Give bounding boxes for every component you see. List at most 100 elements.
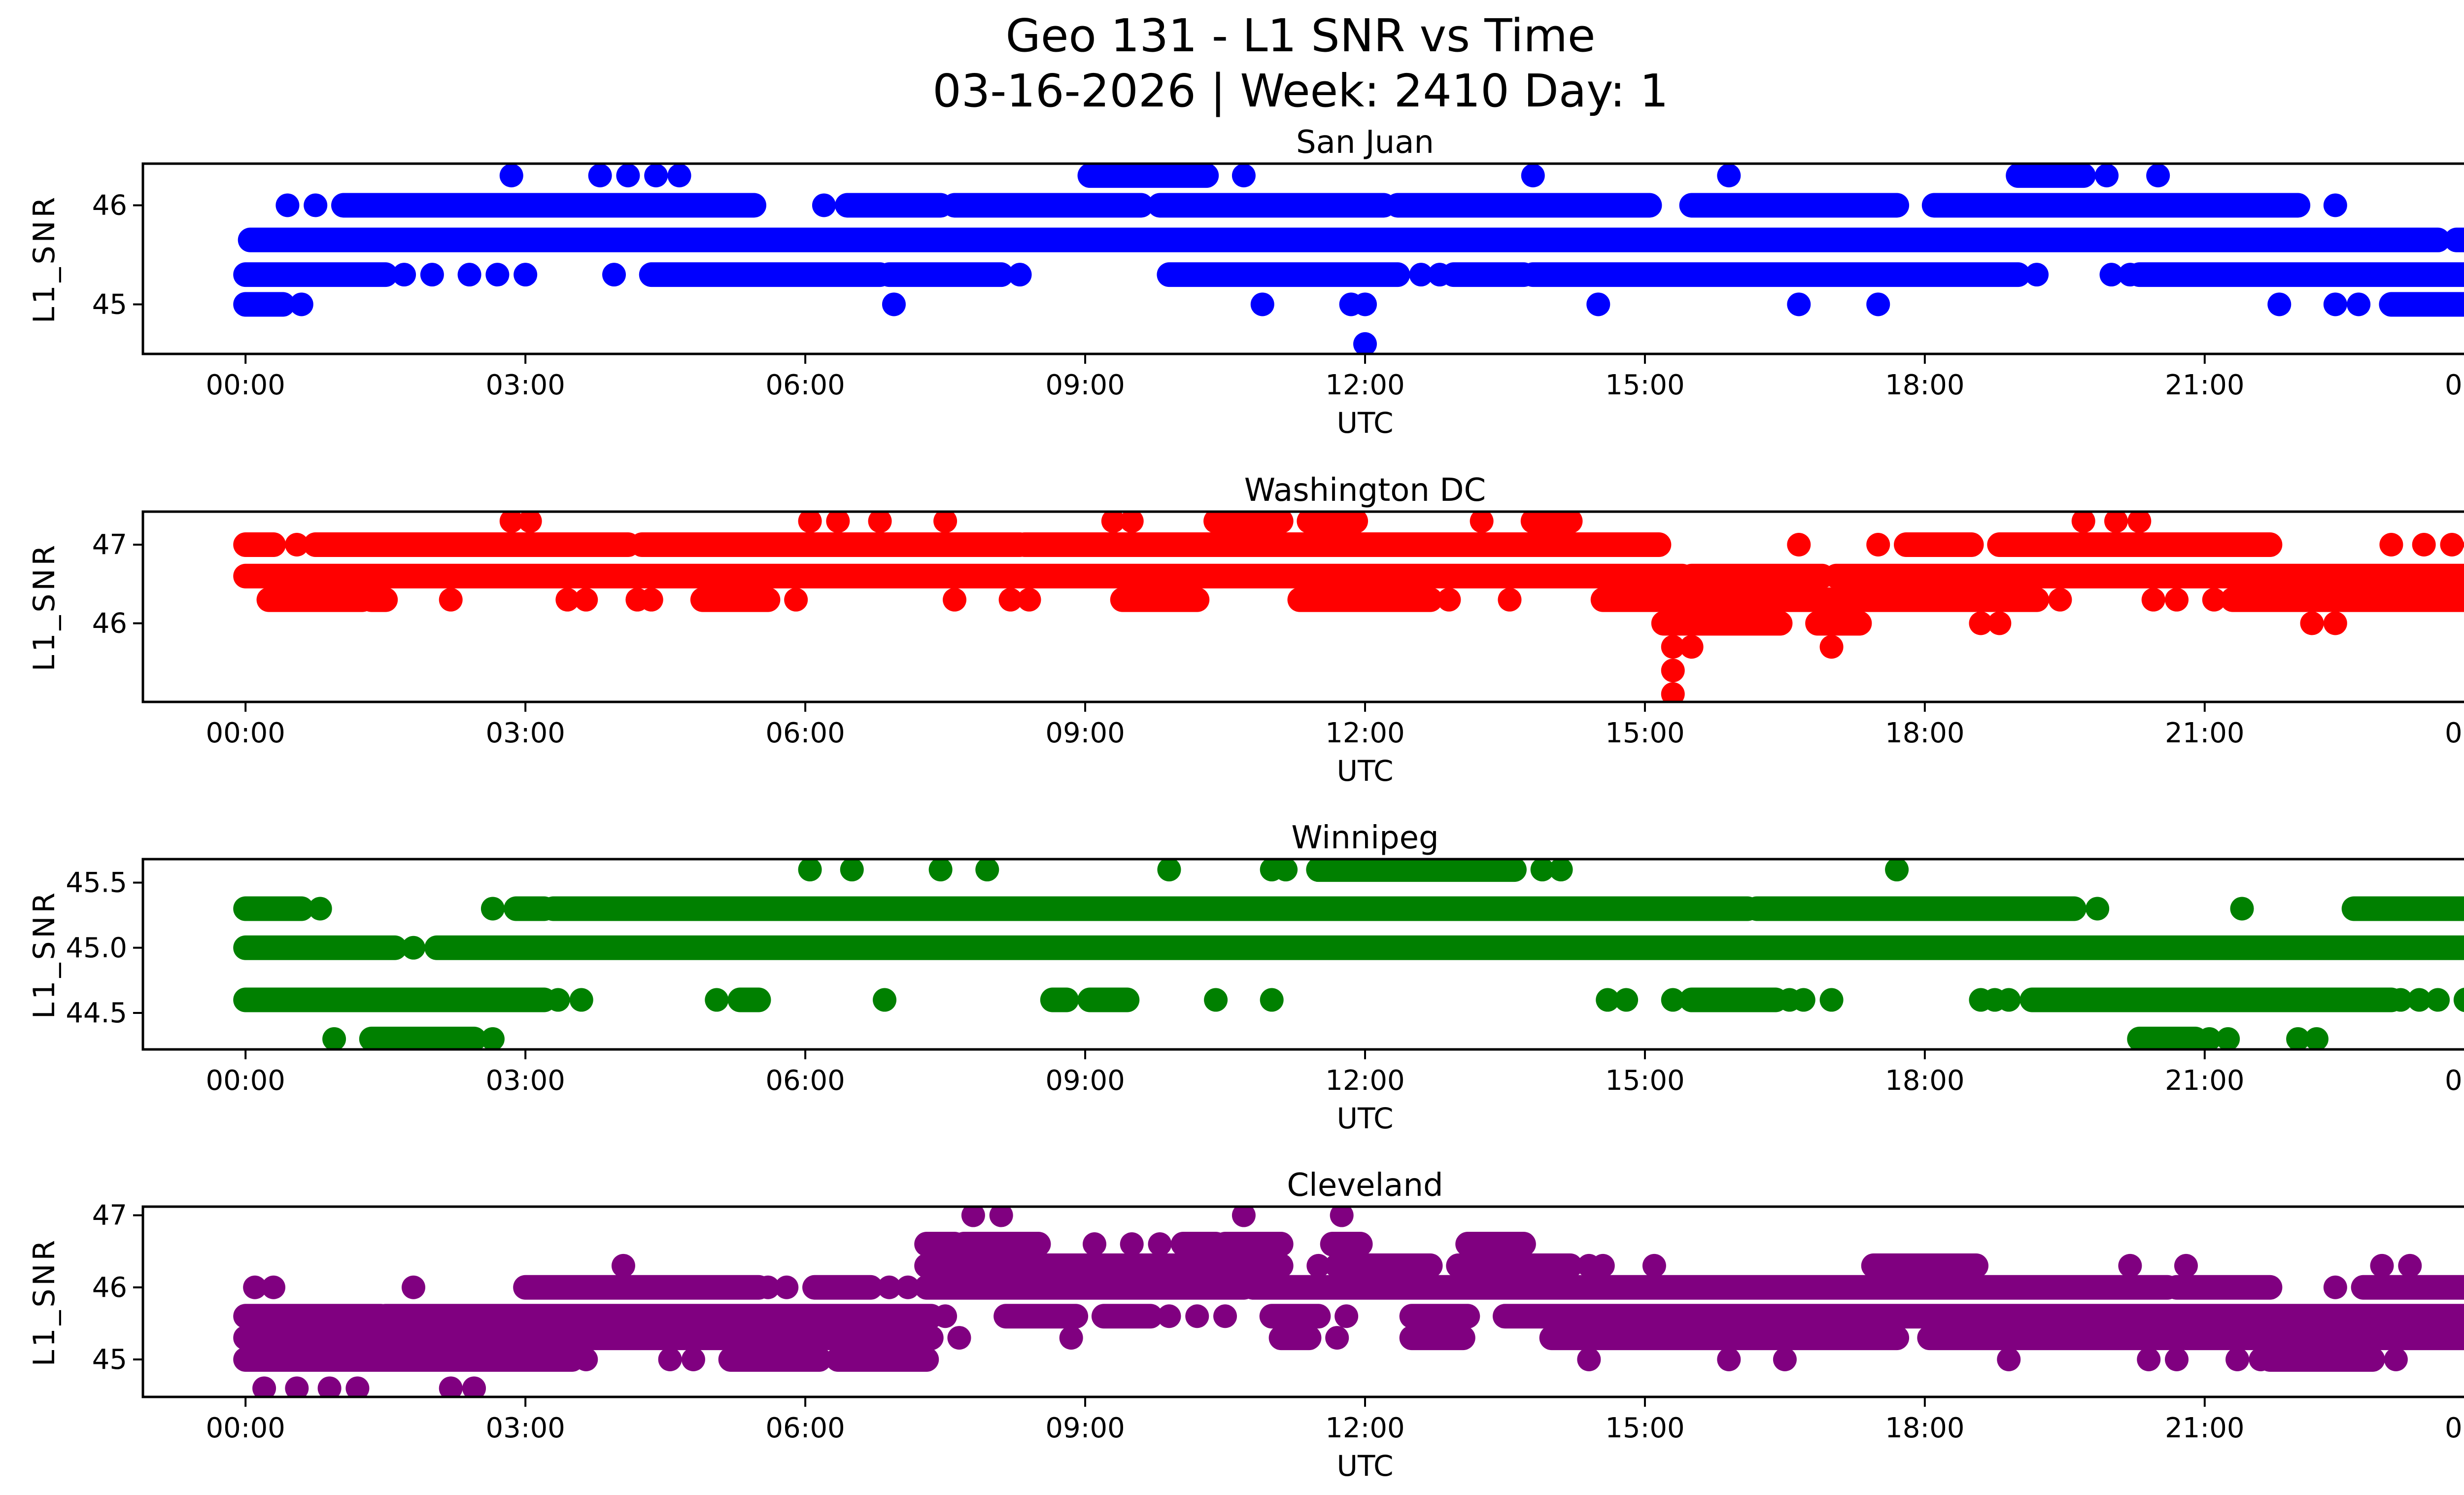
scatter-point <box>1997 988 2021 1012</box>
scatter-point <box>1274 859 1298 882</box>
scatter-point <box>1791 988 1815 1012</box>
scatter-point <box>2071 512 2095 533</box>
scatter-point <box>392 263 416 287</box>
x-tick-label: 00:00 <box>2445 717 2464 749</box>
scatter-point <box>1353 292 1377 316</box>
scatter-point <box>1885 859 1909 882</box>
x-tick-label: 18:00 <box>1885 369 1964 401</box>
scatter-point <box>2197 1027 2222 1049</box>
x-tick-label: 00:00 <box>206 1412 285 1444</box>
scatter-point <box>1614 988 1639 1012</box>
scatter-point <box>1260 988 1284 1012</box>
x-tick-label: 12:00 <box>1325 1412 1404 1444</box>
scatter-point <box>2398 1253 2422 1278</box>
x-tick-label: 15:00 <box>1605 369 1684 401</box>
scatter-point <box>2025 263 2049 287</box>
y-tick-label: 45.5 <box>66 867 127 899</box>
y-tick-label: 46 <box>92 608 127 640</box>
scatter-point <box>2267 292 2292 316</box>
x-tick-label: 21:00 <box>2165 1065 2244 1097</box>
x-tick-label: 21:00 <box>2165 369 2244 401</box>
scatter-point <box>2146 164 2170 188</box>
scatter-point <box>1866 532 1890 556</box>
scatter-point <box>2086 897 2110 921</box>
scatter-point <box>616 164 640 188</box>
scatter-point <box>882 292 906 316</box>
x-tick-label: 03:00 <box>485 369 565 401</box>
x-tick-label: 00:00 <box>2445 369 2464 401</box>
scatter-point <box>961 1207 985 1227</box>
scatter-point <box>1773 1347 1797 1371</box>
scatter-point <box>989 1207 1013 1227</box>
scatter-point <box>2216 1027 2240 1049</box>
scatter-point <box>513 263 538 287</box>
scatter-point <box>2174 1253 2198 1278</box>
scatter-point <box>868 512 892 533</box>
x-tick-label: 00:00 <box>206 717 285 749</box>
scatter-point <box>480 897 505 921</box>
scatter-point <box>1335 1304 1359 1328</box>
scatter-point <box>2225 1347 2250 1371</box>
scatter-point <box>2412 532 2436 556</box>
y-tick-label: 46 <box>92 189 127 221</box>
scatter-point <box>1409 263 1433 287</box>
scatter-point <box>784 588 808 612</box>
scatter-point <box>1596 988 1620 1012</box>
scatter-point <box>1059 1326 1083 1350</box>
x-tick-label: 15:00 <box>1605 1065 1684 1097</box>
scatter-point <box>402 1275 426 1299</box>
y-axis-label: L1_SNR <box>27 890 62 1019</box>
scatter-point <box>2379 532 2403 556</box>
scatter-point <box>2137 1347 2161 1371</box>
scatter-point <box>1577 1347 1601 1371</box>
scatter-point <box>1717 1347 1741 1371</box>
scatter-point <box>1250 292 1274 316</box>
scatter-point <box>1717 164 1741 188</box>
scatter-point <box>1232 164 1256 188</box>
scatter-point <box>1330 1207 1354 1227</box>
scatter-point <box>667 164 691 188</box>
scatter-point <box>499 512 523 533</box>
scatter-point <box>756 1275 780 1299</box>
scatter-point <box>480 1027 505 1049</box>
scatter-series-group <box>233 859 2464 1049</box>
scatter-point <box>947 1326 971 1350</box>
scatter-point <box>933 1304 958 1328</box>
scatter-point <box>457 263 481 287</box>
y-axis-label: L1_SNR <box>27 194 62 323</box>
scatter-point <box>1120 512 1144 533</box>
scatter-point <box>1148 1232 1172 1256</box>
scatter-point <box>1549 859 1573 882</box>
scatter-point <box>1987 611 2012 635</box>
scatter-point <box>873 988 897 1012</box>
scatter-point <box>1530 859 1554 882</box>
y-tick-label: 45 <box>92 1344 127 1376</box>
subplot-winnipeg: Winnipeg 44.5 45.0 45.5L1_SNR 00:00 03:00 06:0… <box>27 820 2464 1135</box>
scatter-point <box>1521 164 1545 188</box>
scatter-point <box>2304 1027 2328 1049</box>
scatter-point <box>775 1275 799 1299</box>
subplot-title: Winnipeg <box>1291 820 1438 856</box>
scatter-point <box>681 1347 705 1371</box>
x-tick-label: 15:00 <box>1605 1412 1684 1444</box>
scatter-point <box>1997 1347 2021 1371</box>
scatter-point <box>546 988 570 1012</box>
subplot-cleveland: Cleveland 45 46 47 L1_SNR 00:00 03:00 06:00 09:0… <box>27 1167 2464 1483</box>
x-tick-label: 09:00 <box>1045 1412 1125 1444</box>
scatter-point <box>420 263 444 287</box>
x-tick-label: 12:00 <box>1325 369 1404 401</box>
x-tick-label: 21:00 <box>2165 1412 2244 1444</box>
scatter-series-group <box>233 1207 2464 1397</box>
scatter-point <box>2323 292 2347 316</box>
scatter-point <box>2389 988 2413 1012</box>
scatter-point <box>1819 635 1844 659</box>
scatter-point <box>2426 988 2450 1012</box>
scatter-point <box>588 164 612 188</box>
scatter-point <box>462 1376 486 1397</box>
scatter-point <box>485 263 510 287</box>
subplot-title: San Juan <box>1296 124 1434 161</box>
scatter-point <box>2323 193 2347 217</box>
scatter-point <box>896 1275 920 1299</box>
scatter-point <box>439 1376 463 1397</box>
y-tick-label: 45 <box>92 289 127 321</box>
